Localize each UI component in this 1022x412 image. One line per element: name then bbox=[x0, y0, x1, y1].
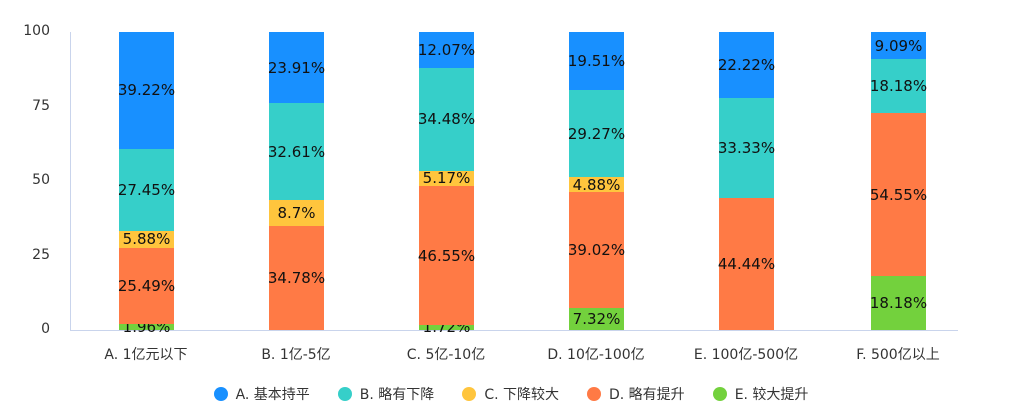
y-tick-label: 50 bbox=[32, 172, 50, 188]
legend-dot-icon bbox=[213, 387, 228, 401]
bar-segment[interactable]: 39.02% bbox=[568, 191, 625, 309]
y-tick-label: 100 bbox=[23, 23, 50, 39]
bar-segment[interactable]: 54.55% bbox=[870, 113, 927, 276]
data-label: 29.27% bbox=[567, 124, 626, 143]
data-label: 18.18% bbox=[869, 293, 928, 312]
data-label: 23.91% bbox=[267, 58, 326, 77]
bar-segment[interactable]: 8.7% bbox=[269, 200, 324, 227]
legend-item[interactable]: D. 略有提升 bbox=[587, 384, 685, 404]
bar-segment[interactable]: 29.27% bbox=[568, 90, 625, 178]
data-label: 54.55% bbox=[869, 185, 928, 204]
data-label: 34.48% bbox=[417, 110, 476, 129]
bar-stack[interactable]: 1.72% 46.55% 5.17% 34.48% 12.07% bbox=[418, 32, 475, 336]
y-tick-label: 75 bbox=[32, 97, 50, 114]
data-label: 32.61% bbox=[267, 142, 326, 161]
data-label: 8.7% bbox=[277, 204, 316, 223]
x-tick-label: A. 1亿元以下 bbox=[104, 347, 188, 363]
legend-dot-icon bbox=[712, 387, 727, 401]
data-label: 39.02% bbox=[567, 241, 626, 260]
legend-label: B. 略有下降 bbox=[359, 387, 435, 403]
data-label: 44.44% bbox=[717, 254, 776, 273]
bar-stack[interactable]: 18.18% 54.55% 18.18% 9.09% bbox=[870, 32, 927, 330]
bar-segment[interactable]: 5.17% bbox=[419, 169, 474, 187]
bar-segment[interactable]: 22.22% bbox=[718, 32, 775, 99]
legend-label: E. 较大提升 bbox=[734, 387, 809, 403]
legend-label: C. 下降较大 bbox=[484, 387, 559, 403]
legend-item[interactable]: A. 基本持平 bbox=[213, 384, 310, 404]
bar-stack[interactable]: 7.32% 39.02% 4.88% 29.27% 19.51% bbox=[568, 32, 625, 330]
data-label: 34.78% bbox=[267, 269, 326, 288]
bar-segment[interactable]: 33.33% bbox=[718, 98, 775, 198]
bar-segment[interactable]: 23.91% bbox=[268, 32, 325, 104]
bar-segment[interactable]: 12.07% bbox=[418, 32, 475, 68]
legend-label: A. 基本持平 bbox=[235, 387, 310, 403]
bar-segment[interactable]: 32.61% bbox=[268, 103, 325, 201]
bar-segment[interactable]: 5.88% bbox=[119, 230, 174, 248]
bar-segment[interactable]: 44.44% bbox=[718, 197, 775, 330]
bar-segment[interactable]: 9.09% bbox=[871, 32, 926, 60]
data-label: 7.32% bbox=[572, 310, 621, 329]
x-axis-line bbox=[70, 330, 958, 331]
data-label: 27.45% bbox=[117, 180, 176, 199]
x-tick-label: C. 5亿-10亿 bbox=[406, 347, 486, 363]
bar-stack[interactable]: 34.78% 8.7% 32.61% 23.91% bbox=[268, 32, 325, 330]
bar-segment[interactable]: 1.72% bbox=[419, 318, 474, 336]
data-label: 25.49% bbox=[117, 277, 176, 296]
x-tick-label: D. 10亿-100亿 bbox=[547, 347, 645, 363]
data-label: 18.18% bbox=[869, 77, 928, 96]
legend: A. 基本持平 B. 略有下降 C. 下降较大 D. 略有提升 E. 较大提升 bbox=[0, 384, 1022, 404]
y-tick-label: 0 bbox=[41, 321, 50, 337]
bar-segment[interactable]: 18.18% bbox=[870, 59, 927, 114]
legend-item[interactable]: C. 下降较大 bbox=[462, 384, 559, 404]
bar-stack[interactable]: 44.44% 33.33% 22.22% bbox=[718, 32, 775, 330]
data-label: 5.17% bbox=[422, 169, 471, 188]
data-label: 19.51% bbox=[567, 52, 626, 71]
bar-segment[interactable]: 34.48% bbox=[418, 68, 475, 171]
data-label: 9.09% bbox=[874, 36, 923, 55]
x-tick-label: F. 500亿以上 bbox=[856, 347, 940, 363]
legend-item[interactable]: B. 略有下降 bbox=[337, 384, 435, 404]
legend-dot-icon bbox=[462, 387, 477, 401]
x-tick-label: E. 100亿-500亿 bbox=[693, 347, 799, 363]
bar-segment[interactable]: 34.78% bbox=[268, 226, 325, 330]
bar-segment[interactable]: 1.96% bbox=[119, 318, 174, 336]
data-label: 22.22% bbox=[717, 56, 776, 75]
legend-label: D. 略有提升 bbox=[609, 387, 685, 403]
bar-segment[interactable]: 25.49% bbox=[118, 248, 175, 325]
y-axis-line bbox=[70, 32, 71, 331]
legend-dot-icon bbox=[337, 387, 352, 401]
data-label: 39.22% bbox=[117, 81, 176, 100]
bar-segment[interactable]: 19.51% bbox=[568, 32, 625, 91]
legend-item[interactable]: E. 较大提升 bbox=[712, 384, 809, 404]
data-label: 46.55% bbox=[417, 246, 476, 265]
bar-segment[interactable]: 7.32% bbox=[569, 308, 624, 330]
data-label: 33.33% bbox=[717, 138, 776, 157]
bar-segment[interactable]: 27.45% bbox=[118, 148, 175, 231]
data-label: 12.07% bbox=[417, 41, 476, 60]
bar-segment[interactable]: 39.22% bbox=[118, 32, 175, 149]
bar-segment[interactable]: 46.55% bbox=[418, 186, 475, 325]
bar-segment[interactable]: 18.18% bbox=[870, 275, 927, 330]
x-tick-label: B. 1亿-5亿 bbox=[261, 347, 331, 363]
data-label: 5.88% bbox=[122, 230, 171, 249]
bar-segment[interactable]: 4.88% bbox=[569, 176, 624, 194]
legend-dot-icon bbox=[587, 387, 601, 401]
data-label: 4.88% bbox=[572, 175, 621, 194]
y-tick-label: 25 bbox=[32, 246, 50, 263]
bar-stack[interactable]: 1.96% 25.49% 5.88% 27.45% 39.22% bbox=[118, 32, 175, 336]
